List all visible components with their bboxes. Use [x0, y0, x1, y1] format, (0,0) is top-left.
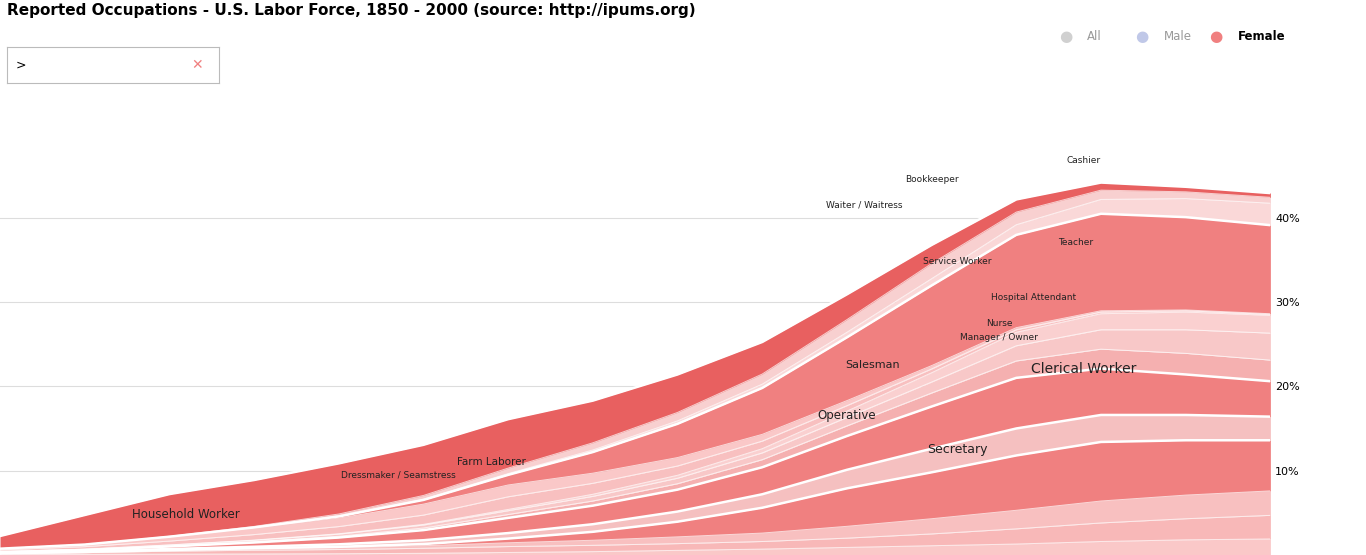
Text: ●: ● [1059, 28, 1072, 44]
Text: Dressmaker / Seamstress: Dressmaker / Seamstress [340, 470, 455, 480]
Text: ✕: ✕ [191, 58, 204, 72]
Text: Waiter / Waitress: Waiter / Waitress [825, 200, 902, 209]
Text: Operative: Operative [818, 409, 876, 422]
Text: Salesman: Salesman [846, 360, 900, 370]
Text: Service Worker: Service Worker [923, 257, 992, 266]
Text: Secretary: Secretary [926, 443, 988, 456]
Text: Bookkeeper: Bookkeeper [904, 175, 959, 184]
Text: Cashier: Cashier [1067, 156, 1101, 165]
Text: Household Worker: Household Worker [133, 508, 240, 521]
Text: ●: ● [1209, 28, 1223, 44]
Text: Farm Laborer: Farm Laborer [456, 457, 526, 467]
Text: Female: Female [1238, 29, 1285, 43]
Text: All: All [1087, 29, 1102, 43]
Text: Male: Male [1164, 29, 1191, 43]
Text: Nurse: Nurse [986, 319, 1012, 327]
Text: Clerical Worker: Clerical Worker [1031, 362, 1137, 376]
Text: Teacher: Teacher [1059, 238, 1093, 248]
Text: Manager / Owner: Manager / Owner [960, 333, 1038, 342]
Text: ●: ● [1135, 28, 1149, 44]
Text: >: > [15, 59, 26, 72]
Text: Reported Occupations - U.S. Labor Force, 1850 - 2000 (source: http://ipums.org): Reported Occupations - U.S. Labor Force,… [7, 3, 695, 18]
Text: Hospital Attendant: Hospital Attendant [990, 293, 1076, 302]
